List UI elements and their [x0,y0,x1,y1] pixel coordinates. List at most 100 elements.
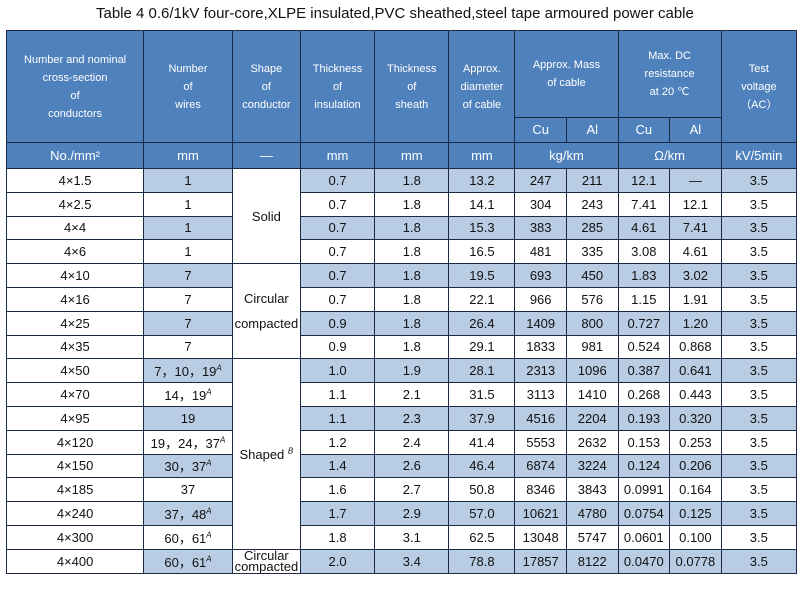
cell-resistance-cu: 7.41 [617,191,671,217]
cell-insulation: 2.0 [299,548,376,574]
cell-insulation: 0.7 [299,286,376,312]
cell-mass-cu: 17857 [514,548,567,574]
header-resistance-cu: Cu [617,117,671,143]
cell-conductor-size: 4×150 [5,453,145,479]
cell-mass-cu: 1833 [514,334,567,360]
header-shape: Shape of conductor [231,30,301,143]
header-wires: Number of wires [143,30,233,143]
cell-wire-count: 1 [143,191,233,217]
cell-sheath: 2.4 [374,429,450,455]
cell-resistance-cu: 12.1 [617,168,671,193]
cell-resistance-cu: 0.268 [617,382,671,407]
cell-resistance-cu: 4.61 [617,215,671,241]
cell-mass-cu: 3113 [514,382,567,407]
cell-conductor-size: 4×25 [5,310,145,336]
cell-mass-al: 285 [565,215,619,241]
cell-wire-count: 14，19A [143,382,233,407]
cell-test-voltage: 3.5 [720,524,798,550]
cell-conductor-size: 4×95 [5,405,145,431]
cell-test-voltage: 3.5 [720,310,798,336]
cell-mass-cu: 6874 [514,453,567,479]
cell-mass-al: 2632 [565,429,619,455]
cell-wire-count: 60，61A [143,548,233,574]
cell-test-voltage: 3.5 [720,215,798,241]
cell-insulation: 0.7 [299,168,376,193]
shape-circular-compacted: Circular compacted [231,263,301,360]
unit-sheath: mm [374,142,450,169]
cell-sheath: 1.8 [374,239,450,265]
header-diameter: Approx. diameter of cable [448,30,516,143]
table-row: 4×1.5 1 Solid 0.7 1.8 13.2 247 211 12.1—3.5 [5,167,798,265]
cell-conductor-size: 4×185 [5,477,145,503]
cell-sheath: 1.8 [374,286,450,312]
cell-mass-al: 981 [565,334,619,360]
cell-sheath: 2.3 [374,405,450,431]
cell-resistance-cu: 0.124 [617,453,671,479]
cell-diameter: 26.4 [448,310,516,336]
cell-mass-al: 450 [565,263,619,288]
cell-insulation: 0.9 [299,310,376,336]
cell-diameter: 78.8 [448,548,516,574]
cell-mass-al: 1096 [565,358,619,384]
cell-diameter: 15.3 [448,215,516,241]
cell-sheath: 3.1 [374,524,450,550]
table-row: 4×300 60，61A 1.8 3.1 62.5 13048 5747 0.0601 0.10… [5,524,798,550]
footnote-marker: A [206,387,212,397]
cell-resistance-cu: 0.0601 [617,524,671,550]
cell-diameter: 41.4 [448,429,516,455]
cell-test-voltage: 3.5 [720,263,798,288]
cell-wire-count: 30，37A [143,453,233,479]
cell-resistance-al: 0.164 [669,477,722,503]
cell-wire-count: 60，61A [143,524,233,550]
cell-conductor-size: 4×6 [5,239,145,265]
cell-resistance-cu: 0.387 [617,358,671,384]
header-sheath: Thickness of sheath [374,30,450,143]
cell-resistance-cu: 0.0991 [617,477,671,503]
cell-mass-al: 8122 [565,548,619,574]
cell-resistance-al: 12.1 [669,191,722,217]
cell-sheath: 1.8 [374,334,450,360]
cell-test-voltage: 3.5 [720,191,798,217]
cell-test-voltage: 3.5 [720,477,798,503]
cell-conductor-size: 4×240 [5,501,145,526]
header-mass-cu: Cu [514,117,567,143]
cell-resistance-al: 0.320 [669,405,722,431]
cell-sheath: 1.8 [374,191,450,217]
cell-diameter: 37.9 [448,405,516,431]
cell-resistance-cu: 0.193 [617,405,671,431]
cell-test-voltage: 3.5 [720,548,798,574]
cell-wire-count: 1 [143,239,233,265]
cell-mass-cu: 693 [514,263,567,288]
cell-test-voltage: 3.5 [720,168,798,193]
cell-insulation: 0.7 [299,263,376,288]
cell-mass-cu: 8346 [514,477,567,503]
cell-resistance-cu: 3.08 [617,239,671,265]
header-mass-al: Al [565,117,619,143]
cell-resistance-al: 4.61 [669,239,722,265]
cell-diameter: 46.4 [448,453,516,479]
cell-resistance-cu: 1.15 [617,286,671,312]
cell-mass-cu: 5553 [514,429,567,455]
cell-resistance-al: 7.41 [669,215,722,241]
cell-conductor-size: 4×50 [5,358,145,384]
cell-sheath: 1.8 [374,168,450,193]
header-resistance-al: Al [669,117,722,143]
table-row: 4×4 1 0.7 1.8 15.3 383 285 4.61 7.41 3.5 [5,215,798,241]
cell-sheath: 1.9 [374,358,450,384]
cell-resistance-cu: 0.0470 [617,548,671,574]
cell-resistance-al: 0.868 [669,334,722,360]
table-row: 4×6 1 0.7 1.8 16.5 481 335 3.08 4.61 3.5 [5,239,798,265]
cell-insulation: 1.6 [299,477,376,503]
table-row: 4×16 7 0.7 1.8 22.1 966 576 1.15 1.91 3.5 [5,286,798,312]
unit-shape: — [231,142,301,169]
cell-sheath: 1.8 [374,263,450,288]
cell-mass-cu: 247 [514,168,567,193]
cell-mass-cu: 481 [514,239,567,265]
cell-resistance-al: 3.02 [669,263,722,288]
table-row: 4×70 14，19A 1.1 2.1 31.5 3113 1410 0.268 0.443 3.… [5,382,798,407]
cell-conductor-size: 4×35 [5,334,145,360]
unit-wires: mm [143,142,233,169]
shape-solid: Solid [231,167,301,265]
table-row: 4×10 7 Circular compacted 0.7 1.8 19.5 693 450 1.… [5,263,798,360]
cell-test-voltage: 3.5 [720,429,798,455]
